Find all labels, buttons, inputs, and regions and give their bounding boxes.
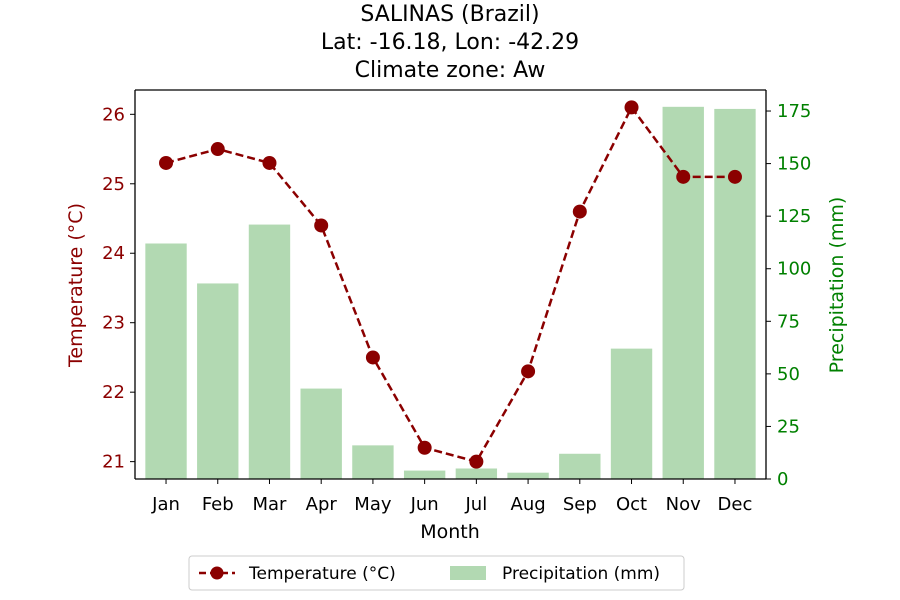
precipitation-bar — [662, 106, 704, 479]
x-tick-label: Apr — [306, 494, 338, 515]
right-y-tick-label: 125 — [777, 206, 811, 227]
axes — [134, 89, 767, 480]
precipitation-bar — [714, 108, 756, 480]
x-tick-label: Jun — [410, 494, 439, 515]
temperature-point — [365, 350, 380, 365]
legend-temperature-label: Temperature (°C) — [248, 564, 396, 584]
left-y-tick-label: 25 — [102, 174, 125, 195]
temperature-line — [159, 100, 742, 469]
right-y-tick-label: 100 — [777, 259, 811, 280]
x-tick-label: Aug — [511, 494, 546, 515]
chart-title-line-1: SALINAS (Brazil) — [360, 2, 539, 27]
x-tick-label: Jan — [151, 494, 180, 515]
x-tick-label: Jul — [465, 494, 488, 515]
precipitation-bar — [403, 470, 446, 479]
right-y-axis-label: Precipitation (mm) — [826, 197, 848, 374]
temperature-point — [624, 100, 639, 115]
left-y-tick-label: 24 — [102, 243, 125, 264]
left-y-axis-label: Temperature (°C) — [65, 203, 87, 368]
left-y-tick-label: 21 — [102, 452, 125, 473]
left-y-axis-ticks: 21 22 23 24 25 26 — [102, 104, 135, 473]
temperature-point — [262, 155, 277, 170]
temperature-point — [727, 169, 742, 184]
temperature-point — [210, 142, 225, 157]
right-y-tick-label: 175 — [777, 101, 811, 122]
x-tick-label: Feb — [202, 494, 234, 515]
right-y-tick-label: 0 — [777, 469, 788, 490]
precipitation-bar — [300, 388, 342, 479]
x-tick-label: Oct — [616, 494, 647, 515]
left-y-tick-label: 26 — [102, 104, 125, 125]
temperature-point — [314, 218, 329, 233]
x-axis-label: Month — [420, 521, 480, 543]
x-tick-label: Mar — [252, 494, 287, 515]
chart-title: SALINAS (Brazil) Lat: -16.18, Lon: -42.2… — [321, 2, 579, 83]
right-y-tick-label: 50 — [777, 364, 800, 385]
precipitation-bar — [610, 348, 653, 479]
temperature-point — [572, 204, 587, 219]
precipitation-bar — [559, 453, 601, 479]
chart-title-line-2: Lat: -16.18, Lon: -42.29 — [321, 30, 579, 55]
temperature-point — [521, 364, 536, 379]
right-y-tick-label: 75 — [777, 311, 800, 332]
temperature-point — [417, 440, 432, 455]
x-tick-label: Nov — [666, 494, 701, 515]
precipitation-bar — [507, 472, 549, 479]
right-y-tick-label: 25 — [777, 416, 800, 437]
left-y-tick-label: 23 — [102, 313, 125, 334]
legend: Temperature (°C) Precipitation (mm) — [188, 555, 685, 591]
precipitation-bar — [455, 468, 498, 479]
precipitation-bar — [352, 445, 394, 479]
right-y-axis-ticks: 0 25 50 75 100 125 150 175 — [766, 101, 811, 490]
legend-precipitation-label: Precipitation (mm) — [502, 564, 660, 584]
right-y-tick-label: 150 — [777, 154, 811, 175]
legend-temperature-swatch-marker — [210, 566, 224, 580]
precipitation-bar — [248, 224, 291, 479]
legend-frame — [188, 555, 685, 591]
x-axis-ticks: Jan Feb Mar Apr May Jun Jul Aug Sep Oct Nov Dec — [151, 479, 752, 515]
temperature-line-path — [165, 104, 735, 464]
x-tick-label: Dec — [718, 494, 753, 515]
x-tick-label: Sep — [563, 494, 597, 515]
temperature-point — [159, 155, 174, 170]
left-y-tick-label: 22 — [102, 382, 125, 403]
legend-precipitation-swatch — [450, 566, 486, 580]
precipitation-bar — [197, 283, 239, 479]
temperature-point — [469, 454, 484, 469]
temperature-point — [676, 169, 691, 184]
x-tick-label: May — [354, 494, 392, 515]
chart-title-line-3: Climate zone: Aw — [355, 58, 546, 83]
precipitation-bar — [145, 243, 187, 479]
precipitation-bars — [145, 106, 756, 480]
